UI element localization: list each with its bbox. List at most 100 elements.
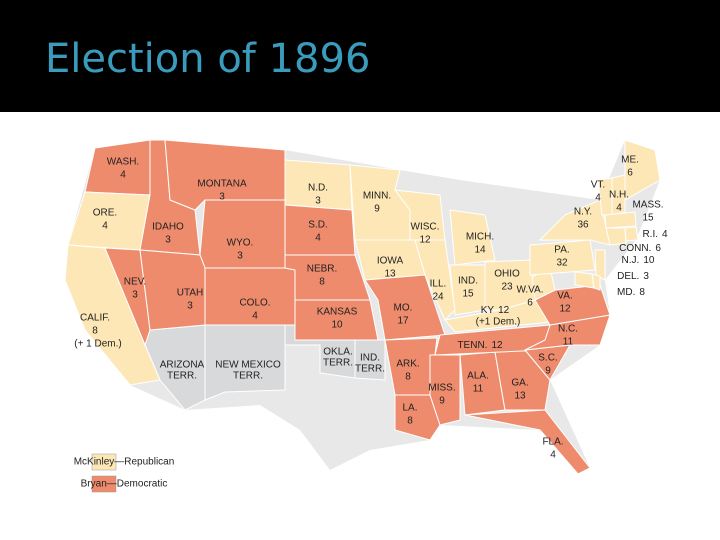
state-name: ORE. — [93, 208, 117, 219]
state-name: WYO. — [227, 238, 254, 249]
state-votes: 11 — [473, 384, 484, 395]
state — [394, 394, 441, 441]
state-votes: 10 — [331, 320, 343, 331]
legend-swatch — [91, 453, 117, 471]
state-label: DEL. 3 — [617, 271, 649, 282]
state-votes: 9 — [439, 396, 445, 407]
state-label: MD. 8 — [617, 287, 645, 298]
state-votes: 11 — [563, 337, 574, 348]
state-votes: 32 — [556, 258, 568, 269]
state-label: KY 12 — [481, 305, 510, 316]
state-name: VT. — [591, 180, 605, 191]
state-votes: 4 — [120, 170, 126, 181]
state-votes: 12 — [559, 304, 571, 315]
state-votes: 8 — [407, 416, 413, 427]
state-name: N.D. — [308, 183, 328, 194]
state-votes: 3 — [132, 290, 138, 301]
state — [294, 299, 379, 341]
state-votes: 3 — [643, 271, 649, 282]
territory-label: IND. — [360, 353, 380, 364]
state-name: MONTANA — [197, 179, 247, 190]
state-votes: 15 — [642, 213, 654, 224]
state-votes: 9 — [545, 366, 551, 377]
state-name: MICH. — [466, 232, 494, 243]
territory-label: ARIZONA — [160, 360, 205, 371]
state-name: S.C. — [538, 353, 557, 364]
territory-label: TERR. — [233, 371, 263, 382]
state-name: ALA. — [467, 371, 489, 382]
state-name: FLA. — [542, 437, 563, 448]
state-name: R.I. — [642, 229, 658, 240]
state-votes: 12 — [498, 305, 510, 316]
state-votes: 12 — [491, 340, 503, 351]
state — [594, 249, 606, 281]
legend-label: Bryan—Democratic — [81, 479, 168, 490]
state-name: IOWA — [377, 256, 404, 267]
state-votes: 4 — [252, 311, 258, 322]
state-name: MD. — [617, 287, 635, 298]
state-name: OHIO — [494, 269, 520, 280]
state-votes: 8 — [319, 277, 325, 288]
state-name: LA. — [402, 403, 417, 414]
state-note: (+1 Dem.) — [476, 317, 521, 328]
state-name: NEBR. — [307, 264, 338, 275]
state-votes: 3 — [237, 251, 243, 262]
state-name: MASS. — [632, 200, 663, 211]
state-votes: 8 — [92, 326, 98, 337]
state — [284, 254, 371, 301]
state-name: WISC. — [411, 222, 440, 233]
state-note: (+ 1 Dem.) — [74, 339, 122, 350]
state — [464, 409, 591, 475]
state-votes: 3 — [315, 196, 321, 207]
state-name: N.H. — [609, 190, 629, 201]
state-name: UTAH — [177, 288, 203, 299]
state-label: CONN. 6 — [619, 243, 661, 254]
state-votes: 13 — [384, 269, 396, 280]
state-name: NEV. — [124, 277, 146, 288]
state — [204, 267, 296, 326]
territory-label: TERR. — [355, 364, 385, 375]
state-name: N.Y. — [574, 207, 592, 218]
state-votes: 9 — [374, 204, 380, 215]
territory-label: TERR. — [167, 371, 197, 382]
state-name: N.J. — [622, 255, 640, 266]
state-votes: 6 — [627, 168, 633, 179]
state-name: ME. — [621, 155, 639, 166]
state-name: S.D. — [308, 220, 327, 231]
state-name: DEL. — [617, 271, 639, 282]
state-name: GA. — [511, 378, 528, 389]
state-name: COLO. — [239, 298, 270, 309]
state-votes: 17 — [397, 316, 409, 327]
state-name: PA. — [554, 245, 569, 256]
state — [574, 271, 595, 289]
state-votes: 4 — [595, 193, 601, 204]
state — [449, 209, 496, 266]
state-name: WASH. — [107, 157, 139, 168]
legend-swatch — [91, 475, 117, 493]
slide-title: Election of 1896 — [45, 36, 371, 82]
state-votes: 3 — [219, 192, 225, 203]
state-name: TENN. — [457, 340, 487, 351]
state-votes: 4 — [616, 203, 622, 214]
state-name: VA. — [557, 291, 572, 302]
state — [393, 189, 446, 241]
state-votes: 36 — [577, 220, 589, 231]
state — [605, 227, 627, 246]
state-name: MO. — [394, 303, 413, 314]
state-name: ILL. — [430, 279, 447, 290]
state-votes: 4 — [102, 221, 108, 232]
state — [429, 354, 461, 426]
territory-label: TERR. — [323, 358, 353, 369]
territory-label: OKLA. — [323, 347, 352, 358]
state-name: MISS. — [428, 383, 455, 394]
state-name: W.VA. — [516, 285, 543, 296]
state-votes: 6 — [655, 243, 661, 254]
state-votes: 24 — [432, 292, 444, 303]
state-label: R.I. 4 — [642, 229, 668, 240]
state-votes: 3 — [187, 301, 193, 312]
state — [624, 226, 639, 242]
state-votes: 13 — [514, 391, 526, 402]
state-label: N.J. 10 — [622, 255, 655, 266]
state — [364, 274, 446, 341]
